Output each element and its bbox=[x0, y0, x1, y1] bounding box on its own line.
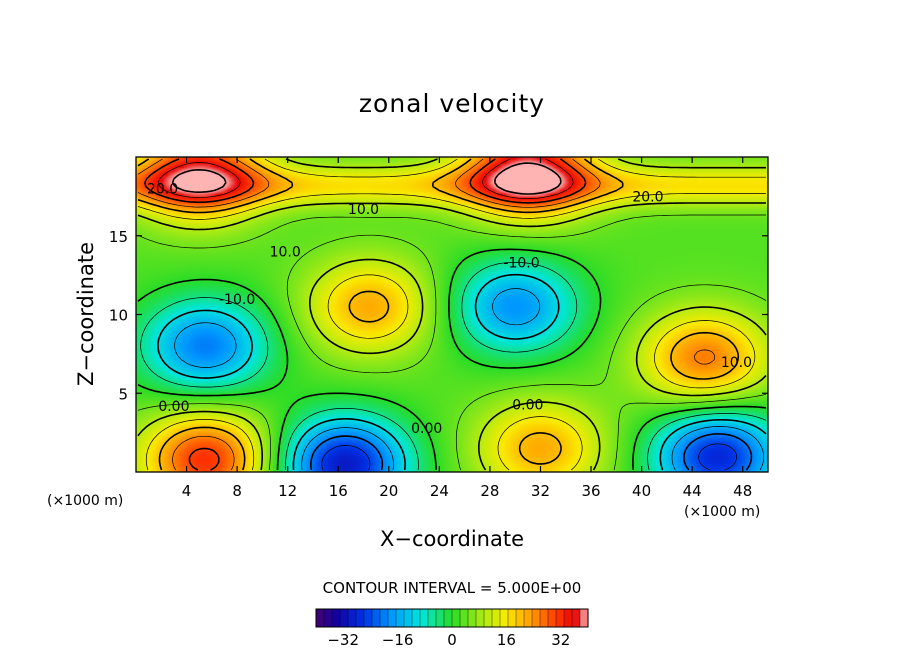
contour-label: 20.0 bbox=[147, 182, 178, 198]
colorbar-swatch bbox=[492, 609, 501, 627]
colorbar-tick-label: 32 bbox=[551, 631, 570, 649]
colorbar-swatch bbox=[452, 609, 461, 627]
x-axis-label: X−coordinate bbox=[380, 527, 524, 551]
x-tick-label: 40 bbox=[632, 482, 651, 500]
contour-label: 10.0 bbox=[270, 245, 301, 261]
x-tick-label: 20 bbox=[379, 482, 398, 500]
colorbar-swatch bbox=[468, 609, 477, 627]
colorbar-swatch bbox=[324, 609, 333, 627]
x-tick-label: 36 bbox=[581, 482, 600, 500]
colorbar-swatch bbox=[540, 609, 549, 627]
x-tick-label: 48 bbox=[733, 482, 752, 500]
contour-line bbox=[321, 443, 737, 471]
contour-line bbox=[137, 158, 766, 471]
colorbar-swatch bbox=[348, 609, 357, 627]
chart-title: zonal velocity bbox=[359, 89, 545, 118]
contour-interval-label: CONTOUR INTERVAL = 5.000E+00 bbox=[323, 579, 582, 597]
x-tick-label: 24 bbox=[430, 482, 449, 500]
colorbar-swatch bbox=[516, 609, 525, 627]
x-tick-label: 8 bbox=[232, 482, 242, 500]
x-tick-label: 32 bbox=[531, 482, 550, 500]
x-axis-ticks: 4 8 12 16 20 24 28 32 36 40 44 48 bbox=[182, 157, 752, 500]
colorbar-swatch bbox=[572, 609, 581, 627]
y-axis-label: Z−coordinate bbox=[74, 242, 98, 386]
colorbar-swatch bbox=[420, 609, 429, 627]
x-tick-label: 4 bbox=[182, 482, 192, 500]
colorbar-swatch bbox=[340, 609, 349, 627]
contour-label: -10.0 bbox=[219, 292, 255, 308]
contour-line bbox=[140, 261, 767, 471]
colorbar-swatch bbox=[524, 609, 533, 627]
contour-line bbox=[174, 288, 765, 471]
x-units-left: (×1000 m) bbox=[47, 493, 123, 509]
x-tick-label: 12 bbox=[278, 482, 297, 500]
contour-label: 10.0 bbox=[721, 355, 752, 371]
colorbar-tick-label: 0 bbox=[447, 631, 457, 649]
colorbar-swatch bbox=[484, 609, 493, 627]
colorbar-swatch bbox=[564, 609, 573, 627]
colorbar-swatch bbox=[532, 609, 541, 627]
colorbar-swatch bbox=[500, 609, 509, 627]
contour-line bbox=[137, 158, 767, 471]
colorbar-swatch bbox=[380, 609, 389, 627]
colorbar-swatch bbox=[356, 609, 365, 627]
colorbar bbox=[315, 608, 589, 628]
colorbar-swatch bbox=[548, 609, 557, 627]
contour-label: 0.00 bbox=[512, 397, 543, 413]
contour-line bbox=[144, 158, 587, 471]
y-axis-ticks: 5 10 15 bbox=[109, 228, 768, 403]
contour-line bbox=[171, 162, 562, 195]
colorbar-swatch bbox=[476, 609, 485, 627]
colorbar-swatch bbox=[404, 609, 413, 627]
colorbar-swatch bbox=[316, 609, 325, 627]
colorbar-swatch bbox=[556, 609, 565, 627]
colorbar-swatch bbox=[428, 609, 437, 627]
contour-line bbox=[137, 214, 767, 471]
contour-line bbox=[157, 158, 574, 199]
colorbar-swatch bbox=[388, 609, 397, 627]
colorbar-tick-label: −16 bbox=[382, 631, 414, 649]
contour-line bbox=[137, 158, 716, 471]
contour-label: 10.0 bbox=[348, 202, 379, 218]
colorbar-swatch bbox=[372, 609, 381, 627]
colorbar-swatch bbox=[508, 609, 517, 627]
colorbar-swatch bbox=[460, 609, 469, 627]
colorbar-swatch bbox=[444, 609, 453, 627]
y-tick-label: 10 bbox=[109, 307, 128, 325]
contour-line bbox=[137, 158, 740, 471]
contour-label: 20.0 bbox=[632, 189, 663, 205]
colorbar-tick-label: −32 bbox=[327, 631, 359, 649]
colorbar-swatch bbox=[436, 609, 445, 627]
x-tick-label: 28 bbox=[480, 482, 499, 500]
contour-label: -10.0 bbox=[503, 256, 539, 272]
contour-line bbox=[137, 248, 767, 471]
y-tick-label: 15 bbox=[109, 228, 128, 246]
contour-line bbox=[310, 433, 753, 471]
colorbar-swatch bbox=[332, 609, 341, 627]
colorbar-swatch bbox=[364, 609, 373, 627]
contour-labels: 20.0 20.0 10.0 10.0 -10.0 -10.0 0.00 0.00 0.00 10… bbox=[147, 182, 752, 437]
colorbar-tick-label: 16 bbox=[497, 631, 516, 649]
x-units-right: (×1000 m) bbox=[684, 504, 760, 520]
contour-label: 0.00 bbox=[158, 399, 189, 415]
colorbar-frame bbox=[315, 608, 589, 628]
field-image bbox=[136, 157, 768, 472]
contour-lines bbox=[137, 158, 767, 471]
colorbar-swatch bbox=[396, 609, 405, 627]
x-tick-label: 16 bbox=[329, 482, 348, 500]
contour-line bbox=[157, 273, 767, 471]
y-tick-label: 5 bbox=[118, 385, 128, 403]
x-tick-label: 44 bbox=[683, 482, 702, 500]
colorbar-swatch bbox=[412, 609, 421, 627]
colorbar-swatch bbox=[580, 609, 589, 627]
contour-label: 0.00 bbox=[411, 421, 442, 437]
colorbar-tick-labels: −32 −16 0 16 32 bbox=[327, 631, 570, 649]
